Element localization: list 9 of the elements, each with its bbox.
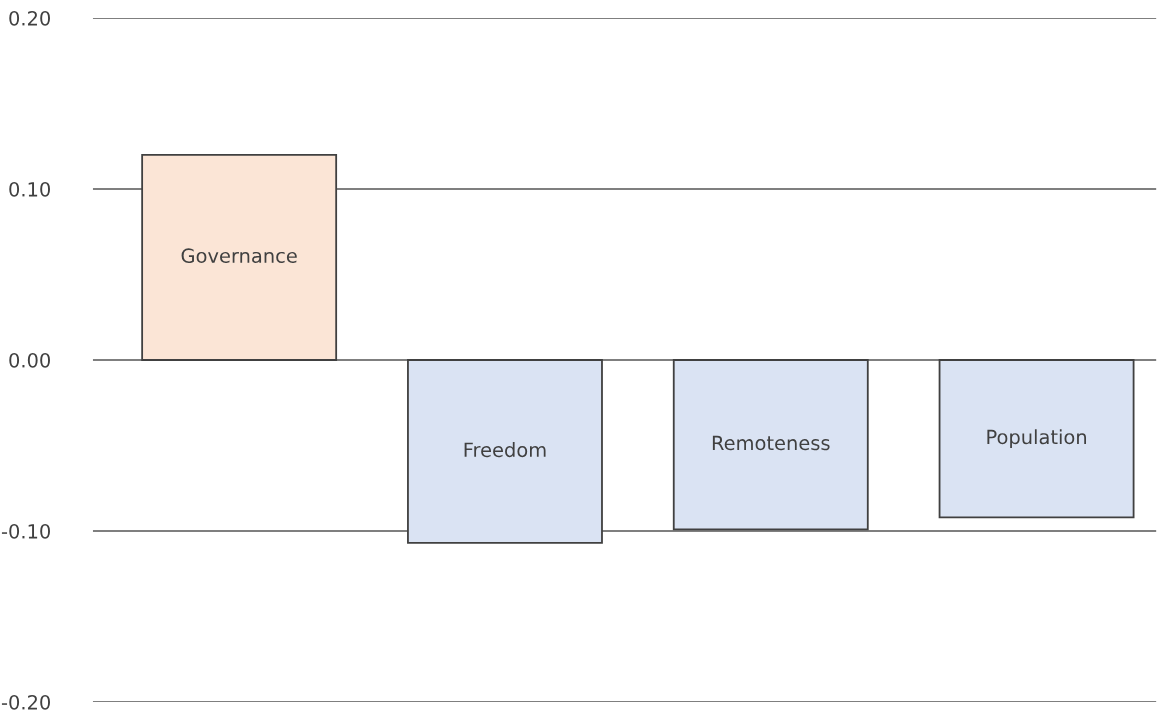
x-tick-label: Remoteness: [712, 435, 830, 451]
y-tick-label: 0.00: [9, 352, 50, 368]
y-tick-label: -0.10: [1, 523, 50, 539]
y-tick-label: -0.20: [1, 694, 50, 710]
x-tick-label: Population: [987, 429, 1086, 449]
x-tick-label: Governance: [181, 248, 297, 264]
y-tick-label: 0.20: [9, 10, 50, 26]
y-tick-label: 0.10: [9, 181, 50, 197]
x-tick-label: Freedom: [464, 442, 546, 458]
